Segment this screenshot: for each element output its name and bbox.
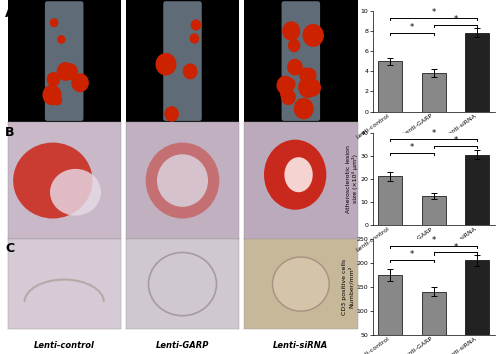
Y-axis label: CD3 positive cells
Number/mm²: CD3 positive cells Number/mm² [342,259,354,315]
Text: *: * [432,130,436,138]
Ellipse shape [13,143,92,218]
Circle shape [308,28,322,42]
Circle shape [304,69,316,82]
Circle shape [58,63,74,80]
Text: A: A [5,7,15,20]
Circle shape [43,85,61,104]
Text: *: * [432,8,436,17]
Circle shape [50,19,58,27]
Text: *: * [454,15,458,24]
Text: Lenti-siRNA: Lenti-siRNA [273,342,328,350]
Text: *: * [454,242,458,252]
Circle shape [190,34,198,43]
Text: *: * [410,250,414,259]
Circle shape [281,90,288,98]
Circle shape [303,25,323,46]
Ellipse shape [50,169,101,216]
Circle shape [72,74,88,91]
Circle shape [299,77,318,97]
Ellipse shape [284,157,312,192]
Text: Lenti-GARP: Lenti-GARP [156,342,209,350]
Circle shape [277,76,294,94]
Circle shape [300,68,312,81]
Circle shape [288,40,300,51]
Circle shape [305,79,320,96]
Text: *: * [454,136,458,145]
Bar [378,275,402,354]
Circle shape [58,36,64,43]
Y-axis label: Lipid deposition
(% of total aorta): Lipid deposition (% of total aorta) [347,34,358,88]
Ellipse shape [157,154,208,207]
Circle shape [282,90,295,104]
Bar [466,261,489,354]
Circle shape [184,64,197,79]
Bar [422,292,446,354]
FancyBboxPatch shape [45,1,84,121]
Text: *: * [410,23,414,32]
Circle shape [165,107,178,121]
Text: *: * [410,143,414,152]
Circle shape [63,64,77,79]
Text: Lenti-control: Lenti-control [34,342,94,350]
Circle shape [288,59,302,75]
Circle shape [284,79,295,90]
Bar [466,155,489,225]
Circle shape [294,99,313,119]
Circle shape [54,96,62,105]
Bar [422,73,446,112]
Circle shape [283,22,300,40]
Text: C: C [5,242,14,256]
Text: *: * [432,236,436,245]
Bar [378,61,402,112]
Ellipse shape [264,140,326,210]
Circle shape [156,54,176,75]
Ellipse shape [146,143,220,218]
Circle shape [192,20,200,30]
Bar [378,176,402,225]
Bar [466,33,489,112]
Ellipse shape [272,257,329,311]
Y-axis label: Atherosclerotic lesion
size (×10⁴ μm²): Atherosclerotic lesion size (×10⁴ μm²) [346,145,358,213]
Circle shape [48,73,60,86]
FancyBboxPatch shape [163,1,202,121]
Bar [422,196,446,225]
FancyBboxPatch shape [282,1,320,121]
Text: B: B [5,126,15,139]
